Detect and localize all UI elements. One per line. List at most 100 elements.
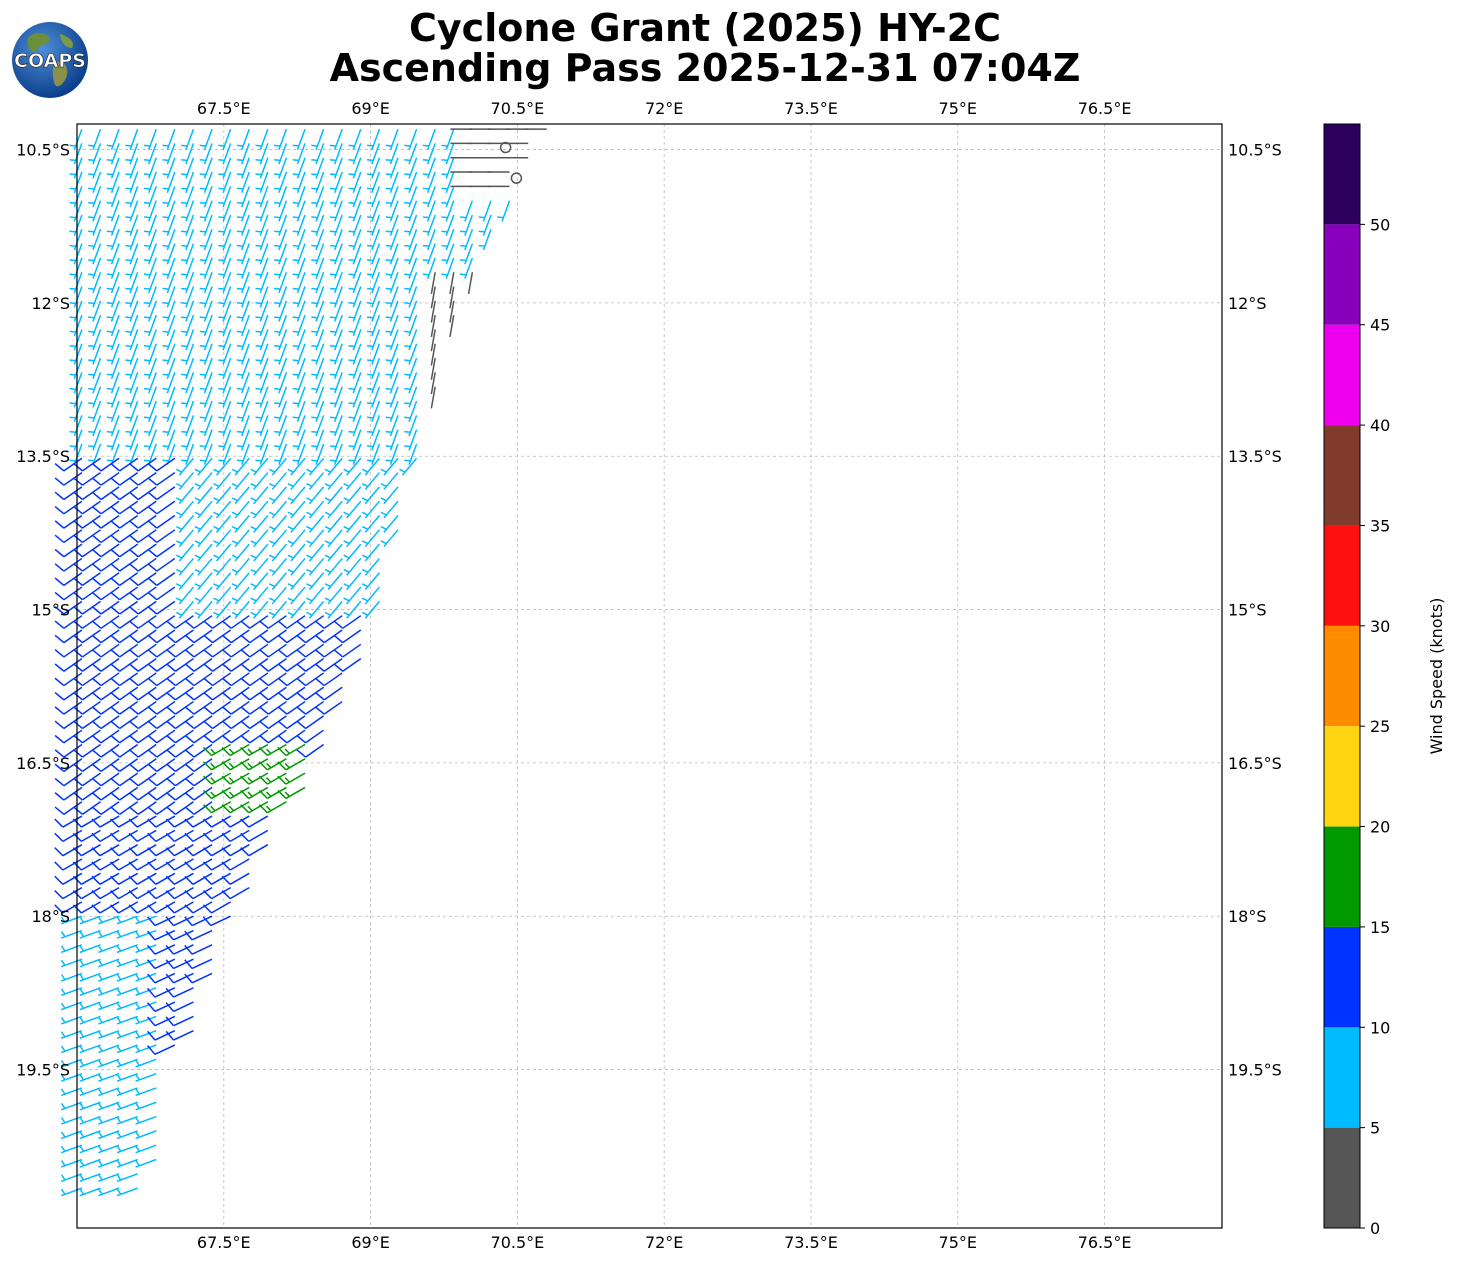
wind-barb-shaft (137, 758, 157, 773)
wind-barb (306, 543, 325, 562)
wind-barb-shaft (212, 700, 232, 715)
wind-barb (324, 515, 343, 533)
wind-barb-half-flag (343, 597, 350, 602)
wind-barb (147, 715, 176, 730)
wind-barb (343, 543, 362, 562)
wind-barb-half-flag (311, 430, 318, 433)
wind-barb-flag (54, 634, 65, 644)
wind-barb (367, 243, 381, 265)
wind-barb (385, 243, 399, 265)
wind-barb (129, 514, 157, 529)
colorbar-segment (1324, 625, 1360, 727)
wind-barb (129, 743, 157, 758)
wind-barb-half-flag (181, 287, 188, 290)
wind-barb-shaft (82, 514, 101, 529)
wind-barb-half-flag (250, 597, 257, 602)
wind-barb-shaft (174, 901, 194, 914)
wind-barb-half-flag (218, 187, 225, 190)
wind-barb-shaft (99, 815, 120, 828)
wind-barb (361, 486, 380, 505)
wind-barb-shaft (229, 815, 250, 828)
wind-barb-half-flag (274, 187, 281, 190)
wind-barb (147, 658, 176, 672)
wind-barb (91, 743, 120, 758)
wind-barbs (54, 128, 547, 1197)
wind-barb (231, 572, 250, 591)
wind-barb (343, 500, 362, 519)
wind-barb-half-flag (162, 273, 169, 276)
wind-barb-half-flag (98, 1045, 103, 1052)
wind-barb-half-flag (199, 387, 206, 391)
wind-barb-flag (91, 477, 102, 486)
wind-barb-half-flag (143, 430, 151, 433)
wind-barb-shaft (63, 572, 83, 586)
wind-barb (60, 944, 83, 954)
wind-barb (218, 186, 232, 208)
wind-barb-flag (221, 775, 231, 785)
wind-barb-shaft (249, 729, 269, 744)
wind-barb-flag (184, 847, 194, 857)
wind-barb (292, 257, 306, 279)
wind-barb-shaft (156, 600, 176, 615)
wind-barb (329, 343, 343, 365)
wind-barb (324, 500, 343, 519)
wind-barb-shaft (119, 729, 139, 744)
wind-barb-flag (110, 749, 121, 758)
wind-barb (106, 200, 120, 222)
wind-barb (129, 686, 157, 701)
wind-barb (367, 271, 381, 294)
wind-barb-flag (147, 890, 157, 900)
wind-barb-flag (166, 720, 176, 730)
wind-barb-half-flag (385, 402, 392, 405)
wind-barb-half-flag (478, 216, 485, 219)
wind-barb (60, 1044, 83, 1054)
colorbar-tick-label: 0 (1370, 1219, 1380, 1238)
wind-barb-flag (91, 505, 102, 515)
wind-barb-half-flag (306, 611, 313, 616)
wind-barb-half-flag (311, 387, 318, 391)
wind-barb-flag (240, 734, 251, 744)
wind-barb (258, 743, 287, 757)
wind-barb-half-flag (88, 402, 95, 405)
wind-barb (385, 372, 399, 394)
wind-barb-half-flag (367, 430, 374, 433)
wind-barb-half-flag (213, 468, 220, 473)
wind-barb-half-flag (441, 230, 448, 233)
wind-barb-half-flag (329, 230, 337, 233)
wind-barb (129, 629, 157, 644)
wind-barb-shaft (100, 543, 120, 558)
wind-barb-flag (91, 534, 102, 544)
wind-barb (221, 643, 250, 658)
wind-barb (333, 643, 362, 658)
wind-barb-half-flag (404, 402, 411, 405)
y-tick-label-left: 10.5°S (16, 141, 70, 160)
wind-barb (199, 257, 213, 279)
wind-barb-half-flag (274, 402, 281, 405)
x-tick-label-top: 75°E (939, 99, 977, 118)
wind-barb (385, 329, 399, 351)
wind-barb (166, 715, 194, 730)
wind-barb (449, 272, 455, 295)
wind-barb-shaft (156, 700, 176, 715)
wind-barb (404, 443, 418, 465)
wind-barb (329, 200, 343, 222)
wind-barb-flag (110, 620, 121, 629)
wind-barb-shaft (81, 858, 101, 871)
wind-barb (441, 171, 455, 193)
wind-barb-half-flag (380, 525, 387, 530)
wind-barb (98, 915, 120, 925)
wind-barb-half-flag (459, 216, 467, 219)
wind-barb-half-flag (218, 201, 225, 205)
wind-barb-half-flag (329, 459, 337, 462)
wind-barb-half-flag (143, 359, 151, 362)
wind-barb-shaft (119, 686, 139, 701)
wind-barb (404, 186, 418, 208)
wind-barb-half-flag (236, 302, 244, 305)
wind-barb-half-flag (181, 445, 188, 448)
wind-barb-flag (277, 677, 288, 687)
wind-barb (333, 615, 362, 629)
wind-barb-flag (221, 691, 232, 701)
wind-barb-half-flag (199, 430, 206, 433)
wind-barb-half-flag (210, 777, 216, 783)
wind-barb-half-flag (292, 316, 299, 319)
